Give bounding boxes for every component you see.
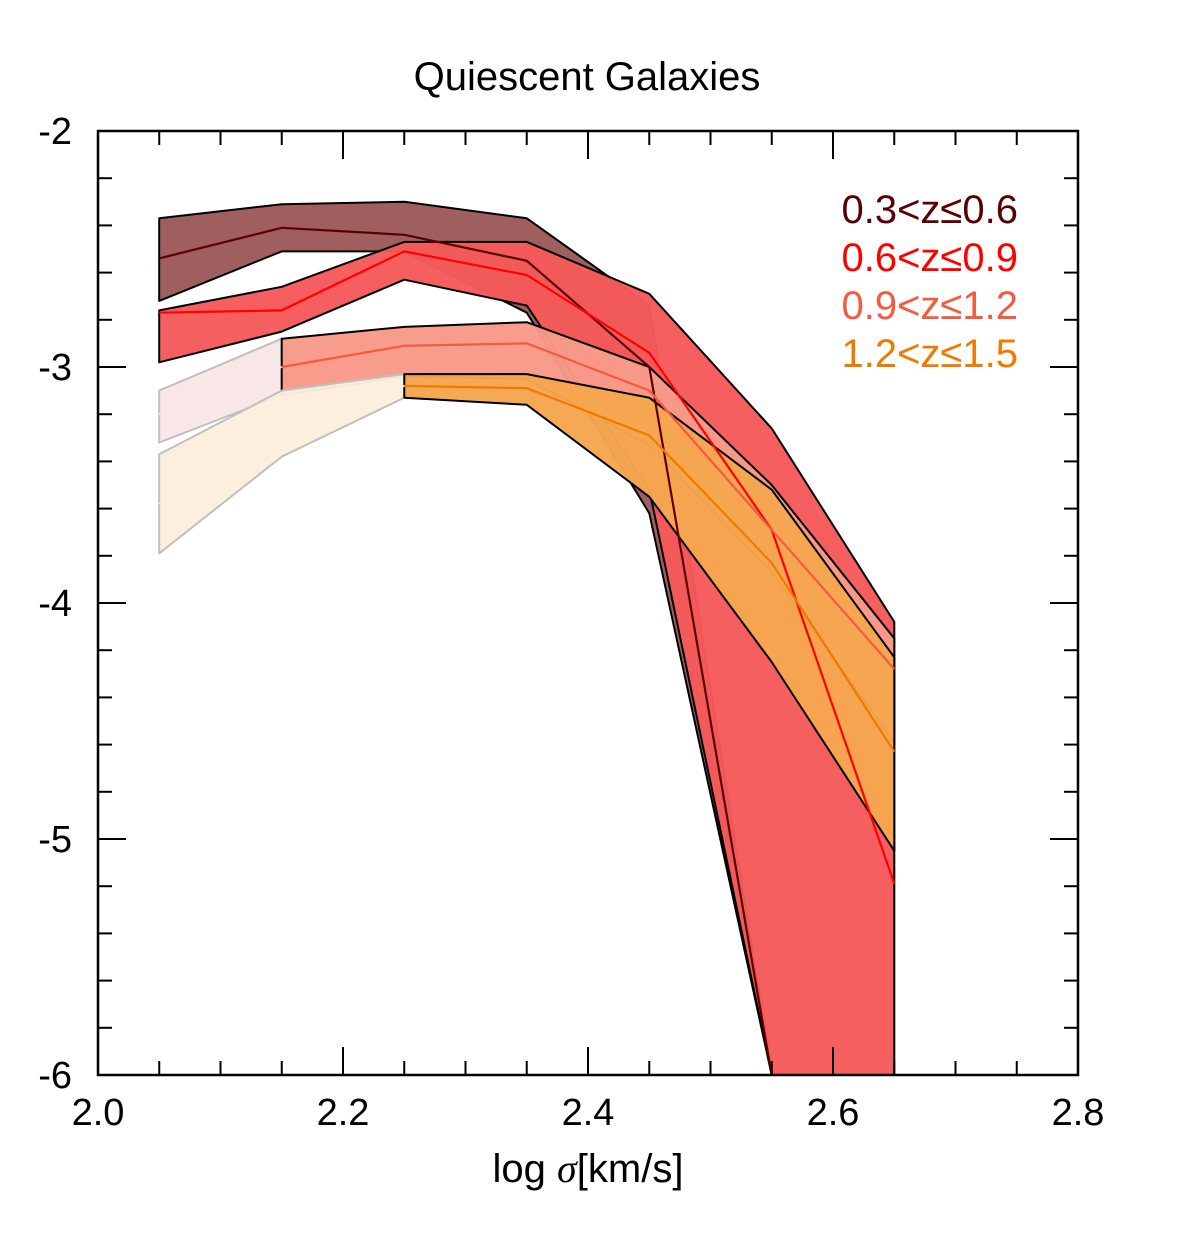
legend-entry-1: 0.6<z≤0.9 (841, 236, 1018, 280)
band-3 (403, 373, 896, 852)
x-axis-label-prefix: log (493, 1147, 558, 1191)
x-tick-label-0: 2.0 (72, 1092, 125, 1134)
x-tick-labels: 2.0 2.2 2.4 2.6 2.8 (72, 1092, 1105, 1134)
y-tick-label-0: -6 (38, 1055, 72, 1097)
axis-ticks (97, 130, 1079, 1076)
median-line-0 (158, 226, 773, 1076)
x-axis-label-suffix: [km/s] (577, 1147, 684, 1191)
x-axis-label-symbol: σ (557, 1146, 578, 1191)
median-line-3 (404, 384, 896, 753)
x-tick-label-3: 2.6 (807, 1092, 860, 1134)
legend: 0.3<z≤0.60.6<z≤0.90.9<z≤1.21.2<z≤1.5 (841, 188, 1018, 376)
legend-entry-3: 1.2<z≤1.5 (841, 332, 1018, 376)
median-line-pale-2 (158, 366, 283, 416)
median-layer (158, 226, 896, 1076)
band-layer (158, 200, 896, 1076)
x-tick-label-2: 2.4 (562, 1092, 615, 1134)
x-tick-label-1: 2.2 (317, 1092, 370, 1134)
y-tick-label-3: -3 (38, 347, 72, 389)
legend-entry-0: 0.3<z≤0.6 (841, 188, 1018, 232)
median-line-pale-3 (158, 384, 405, 505)
x-axis-label: log σ[km/s] (493, 1146, 684, 1191)
y-tick-label-1: -5 (38, 819, 72, 861)
y-tick-label-4: -2 (38, 111, 72, 153)
y-tick-label-2: -4 (38, 583, 72, 625)
legend-entry-2: 0.9<z≤1.2 (841, 284, 1018, 328)
x-tick-label-4: 2.8 (1052, 1092, 1105, 1134)
y-tick-labels: -6 -5 -4 -3 -2 (38, 111, 72, 1097)
chart-title: Quiescent Galaxies (414, 55, 761, 99)
median-line-2 (281, 342, 896, 670)
